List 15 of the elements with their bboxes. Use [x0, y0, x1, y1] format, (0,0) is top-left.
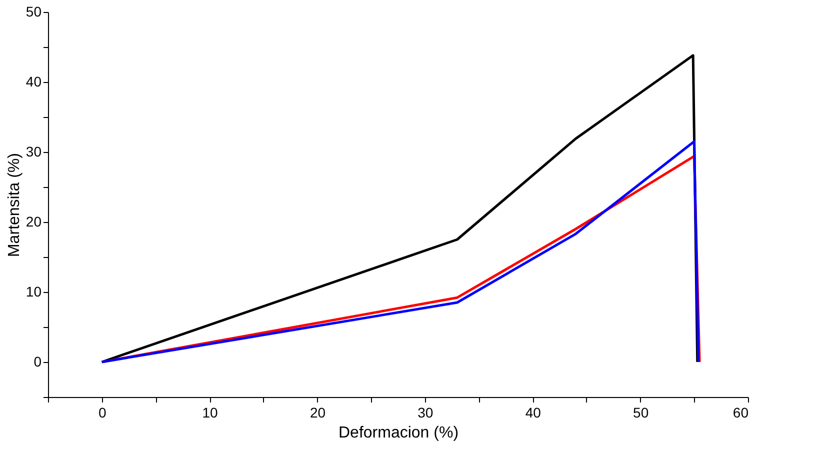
x-tick-label: 50 [633, 404, 649, 420]
y-axis-title: Martensita (%) [6, 152, 23, 258]
y-tick-label: 10 [26, 284, 42, 300]
x-tick-label: 10 [202, 404, 218, 420]
x-tick-label: 40 [525, 404, 542, 420]
x-axis-title: Deformacion (%) [338, 424, 459, 442]
y-tick-label: 30 [26, 144, 42, 160]
y-tick-label: 20 [26, 214, 42, 230]
x-tick-label: 0 [98, 404, 106, 420]
x-tick-label: 30 [418, 404, 434, 420]
x-tick-label: 20 [310, 404, 326, 420]
y-tick-label: 40 [26, 74, 42, 90]
y-tick-label: 50 [26, 4, 42, 20]
x-tick-label: 60 [732, 404, 749, 420]
y-tick-label: 0 [34, 354, 42, 370]
